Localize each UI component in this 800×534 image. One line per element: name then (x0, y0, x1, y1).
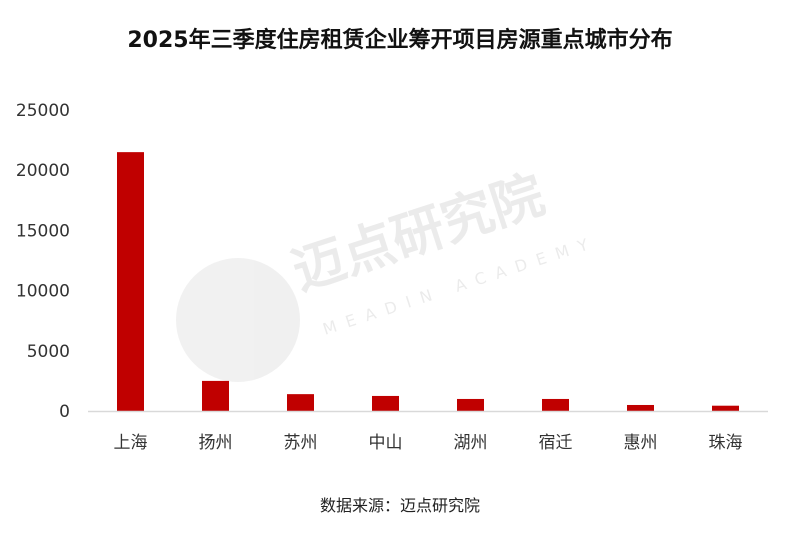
source-note: 数据来源：迈点研究院 (319, 496, 480, 515)
x-tick-label: 湖州 (454, 433, 488, 453)
chart-title: 2025年三季度住房租赁企业筹开项目房源重点城市分布 (127, 28, 673, 53)
bar-湖州 (457, 398, 484, 411)
x-tick-label: 扬州 (199, 433, 233, 453)
x-tick-label: 惠州 (624, 433, 658, 453)
y-tick-label: 0 (59, 402, 70, 422)
x-tick-label: 上海 (114, 433, 148, 453)
bar-惠州 (627, 404, 654, 411)
y-tick-label: 20000 (16, 161, 70, 181)
y-tick-label: 15000 (16, 221, 70, 241)
watermark: 迈点研究院 MEADIN ACADEMY (176, 165, 600, 382)
bar-宿迁 (542, 398, 569, 411)
y-tick-label: 5000 (27, 342, 70, 362)
x-tick-label: 宿迁 (539, 433, 573, 453)
x-tick-label: 珠海 (709, 433, 743, 453)
bar-中山 (372, 395, 399, 411)
x-tick-label: 中山 (369, 433, 403, 453)
x-tick-label: 苏州 (284, 433, 318, 453)
bar-珠海 (712, 405, 739, 411)
bar-扬州 (202, 380, 229, 411)
bar-苏州 (287, 394, 314, 411)
watermark-text: 迈点研究院 (285, 165, 551, 302)
y-tick-label: 25000 (16, 101, 70, 121)
bar-上海 (117, 152, 144, 411)
y-tick-label: 10000 (16, 282, 70, 302)
